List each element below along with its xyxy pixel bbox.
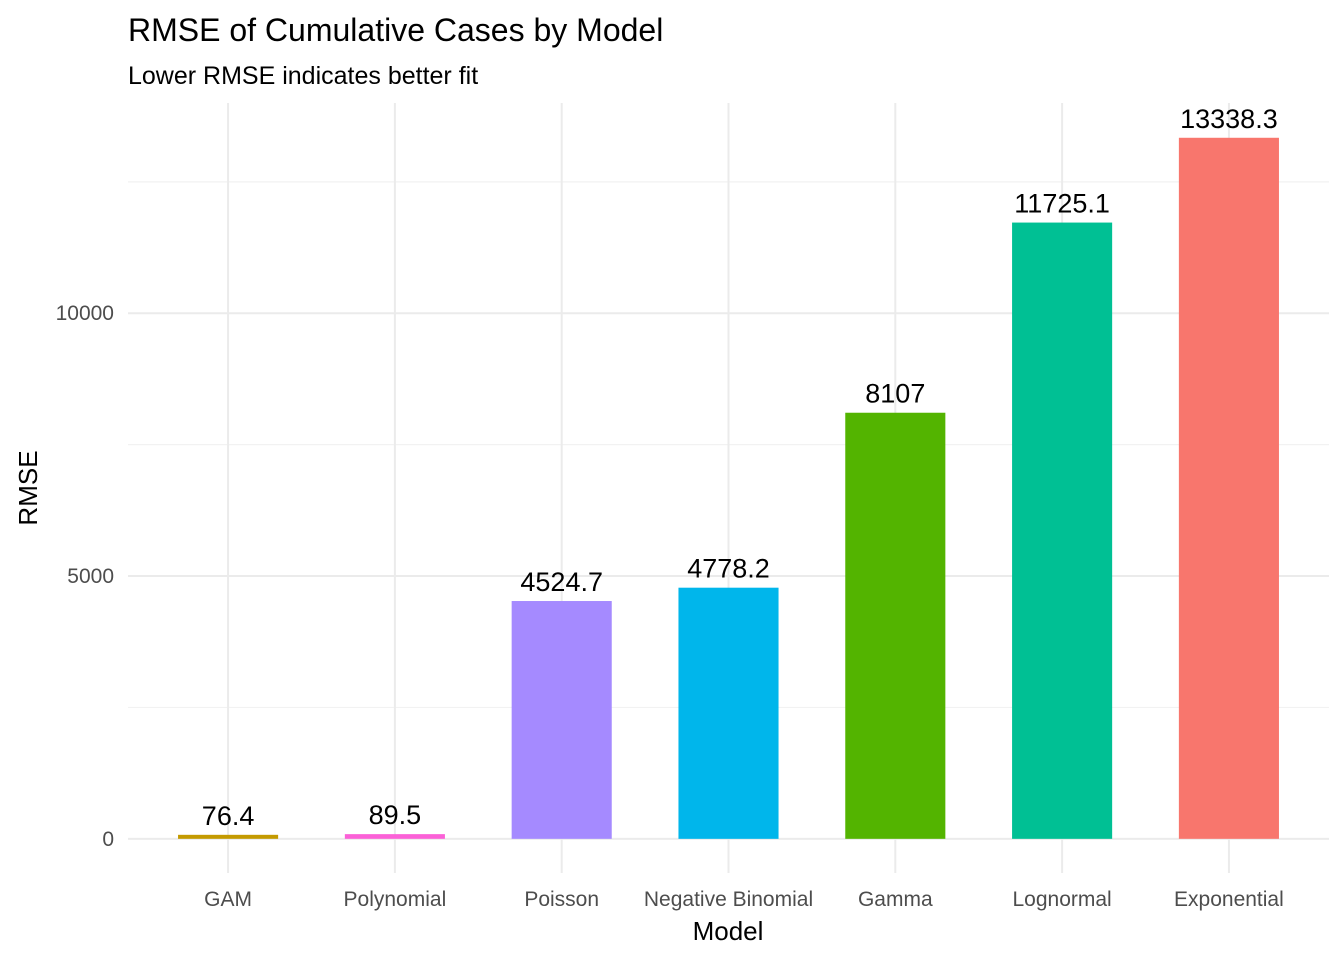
bar-gam (178, 834, 279, 839)
x-tick-label: Poisson (524, 888, 599, 911)
x-tick-label: Exponential (1174, 888, 1284, 911)
x-tick-labels: GAM Polynomial Poisson Negative Binomial Gam… (204, 888, 1284, 911)
x-tick-label: GAM (204, 888, 252, 911)
bar-negative-binomial (678, 587, 779, 839)
y-axis-title: RMSE (13, 450, 43, 525)
x-tick-label: Negative Binomial (644, 888, 813, 911)
data-label: 4778.2 (687, 554, 770, 584)
bar-exponential (1178, 137, 1279, 839)
y-tick-labels: 0 5000 10000 (56, 302, 114, 851)
x-axis-title: Model (693, 916, 764, 946)
data-label-layer: 76.4 89.5 4524.7 4778.2 8107 11725.1 13338.3 (202, 104, 1278, 831)
y-tick-label: 0 (102, 828, 114, 851)
data-label: 8107 (865, 379, 925, 409)
chart-title: RMSE of Cumulative Cases by Model (128, 12, 663, 48)
data-label: 4524.7 (520, 567, 603, 597)
chart-subtitle: Lower RMSE indicates better fit (128, 62, 478, 90)
bar-gamma (845, 412, 946, 839)
bar-poisson (511, 601, 612, 839)
x-tick-label: Gamma (858, 888, 933, 911)
bar-lognormal (1012, 222, 1113, 839)
x-tick-label: Polynomial (344, 888, 447, 911)
data-label: 11725.1 (1014, 189, 1110, 219)
data-label: 13338.3 (1180, 104, 1278, 134)
y-tick-label: 5000 (67, 565, 114, 588)
bar-layer (178, 137, 1279, 839)
x-tick-label: Lognormal (1012, 888, 1111, 911)
data-label: 89.5 (369, 800, 422, 830)
y-tick-label: 10000 (56, 302, 114, 325)
bar-polynomial (344, 834, 445, 839)
data-label: 76.4 (202, 801, 255, 831)
